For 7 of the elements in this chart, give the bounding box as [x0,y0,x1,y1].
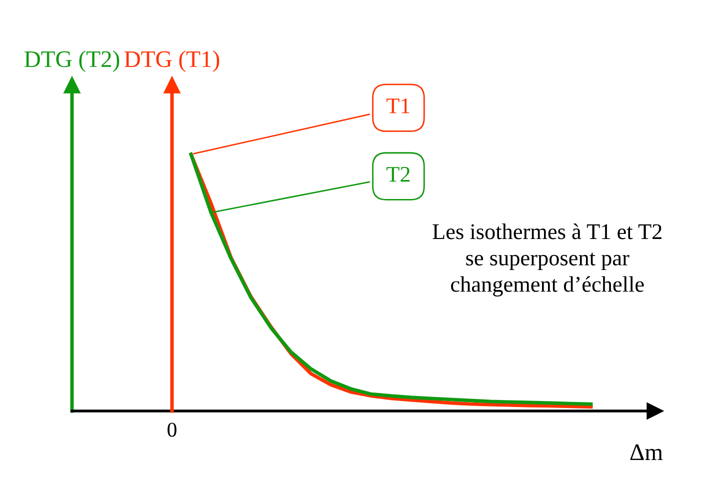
x-axis-title: Δm [630,444,663,460]
annotation: Les isothermes à T1 et T2 se superposent par changement d’échelle [432,224,662,296]
y2-axis-title: DTG (T1) [124,50,220,72]
text: 0 [168,422,176,437]
text: T2 [386,166,410,182]
text: T1 [386,98,410,114]
y-axis-title: DTG (T2) [24,50,120,72]
